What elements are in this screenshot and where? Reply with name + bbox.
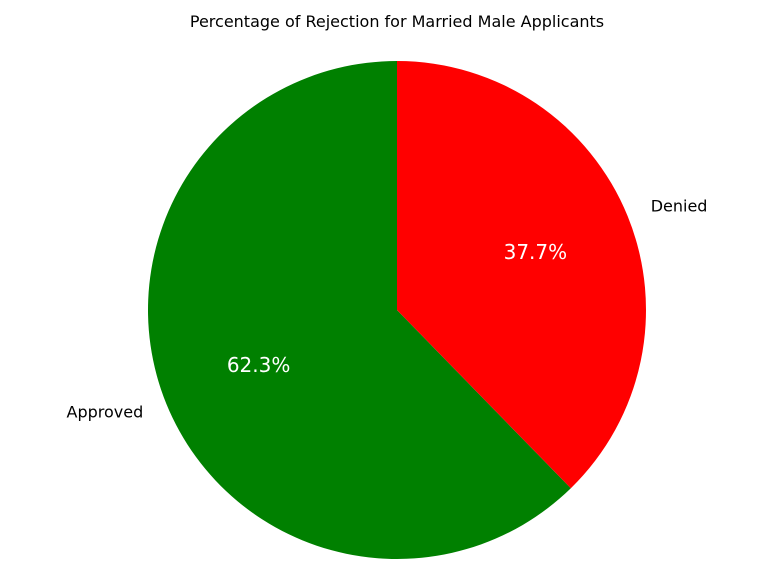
slice-label-approved: Approved bbox=[67, 403, 144, 422]
pie-labels: Approved 62.3% Denied 37.7% bbox=[67, 196, 708, 421]
chart-title: Percentage of Rejection for Married Male… bbox=[190, 12, 604, 31]
pct-label-denied: 37.7% bbox=[504, 240, 568, 264]
slice-label-denied: Denied bbox=[651, 196, 708, 215]
pie-slice-denied bbox=[397, 61, 646, 489]
pie-slices bbox=[147, 61, 646, 559]
pct-label-approved: 62.3% bbox=[227, 353, 291, 377]
pie-slice-approved bbox=[147, 61, 571, 559]
